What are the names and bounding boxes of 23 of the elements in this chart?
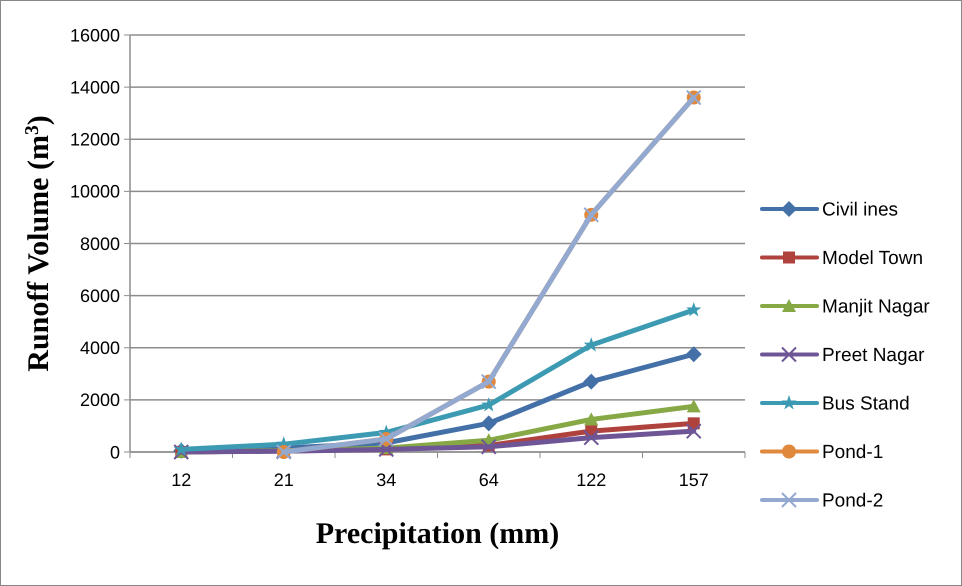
y-tick-label: 0 <box>110 442 120 462</box>
legend-label: Manjit Nagar <box>822 296 930 318</box>
y-tick-label: 10000 <box>70 182 120 202</box>
x-tick-label: 64 <box>478 470 499 490</box>
legend-label: Bus Stand <box>822 394 910 415</box>
y-tick-label: 4000 <box>80 338 120 358</box>
x-tick-label: 34 <box>376 470 396 490</box>
legend-label: Pond-2 <box>822 490 884 512</box>
x-tick-label: 157 <box>678 470 709 490</box>
y-tick-label: 8000 <box>80 234 120 254</box>
legend-label: Model Town <box>822 248 924 270</box>
y-tick-label: 2000 <box>80 390 120 410</box>
x-tick-label: 21 <box>274 470 294 490</box>
legend-label: Preet Nagar <box>822 345 926 366</box>
x-axis-title: Precipitation (mm) <box>316 517 560 550</box>
legend-label: Civil ines <box>822 200 898 221</box>
y-tick-label: 14000 <box>70 77 120 98</box>
x-tick-label: 122 <box>576 470 606 490</box>
y-tick-label: 16000 <box>70 25 120 46</box>
y-tick-label: 12000 <box>70 130 120 150</box>
x-tick-label: 12 <box>171 470 192 490</box>
y-tick-label: 6000 <box>80 286 120 306</box>
legend-label: Pond-1 <box>822 442 884 464</box>
